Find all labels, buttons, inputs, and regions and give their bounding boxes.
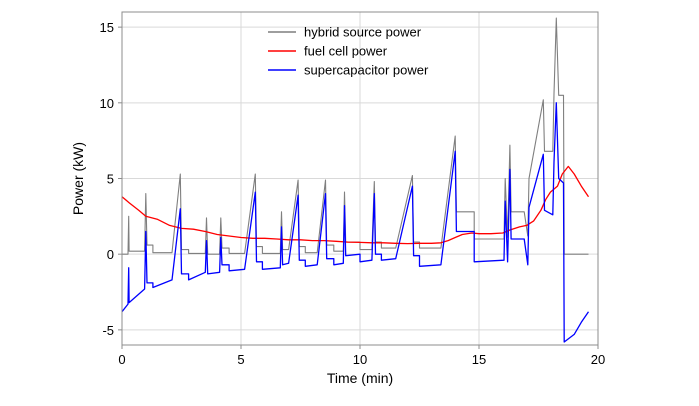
y-axis-title: Power (kW) [70, 142, 86, 215]
legend-label-1: fuel cell power [304, 44, 388, 59]
axis-ticks: 0 5 10 15 20 -5 0 5 10 15 [100, 20, 606, 367]
x-tick-label: 5 [237, 352, 244, 367]
x-tick-label: 15 [472, 352, 486, 367]
x-tick-label: 20 [591, 352, 605, 367]
series-layer [121, 17, 590, 343]
x-axis-title: Time (min) [327, 370, 393, 386]
series-line-0 [122, 17, 589, 255]
y-tick-label: 0 [107, 247, 114, 262]
series-line-2 [121, 102, 590, 343]
legend-label-2: supercapacitor power [304, 63, 429, 78]
legend-label-0: hybrid source power [304, 25, 422, 40]
y-tick-label: 5 [107, 172, 114, 187]
y-tick-label: -5 [102, 323, 114, 338]
x-tick-label: 10 [353, 352, 367, 367]
series-line-1 [121, 165, 590, 245]
x-tick-label: 0 [118, 352, 125, 367]
y-tick-label: 15 [100, 20, 114, 35]
legend: hybrid source power fuel cell power superc… [268, 25, 429, 78]
y-tick-label: 10 [100, 96, 114, 111]
